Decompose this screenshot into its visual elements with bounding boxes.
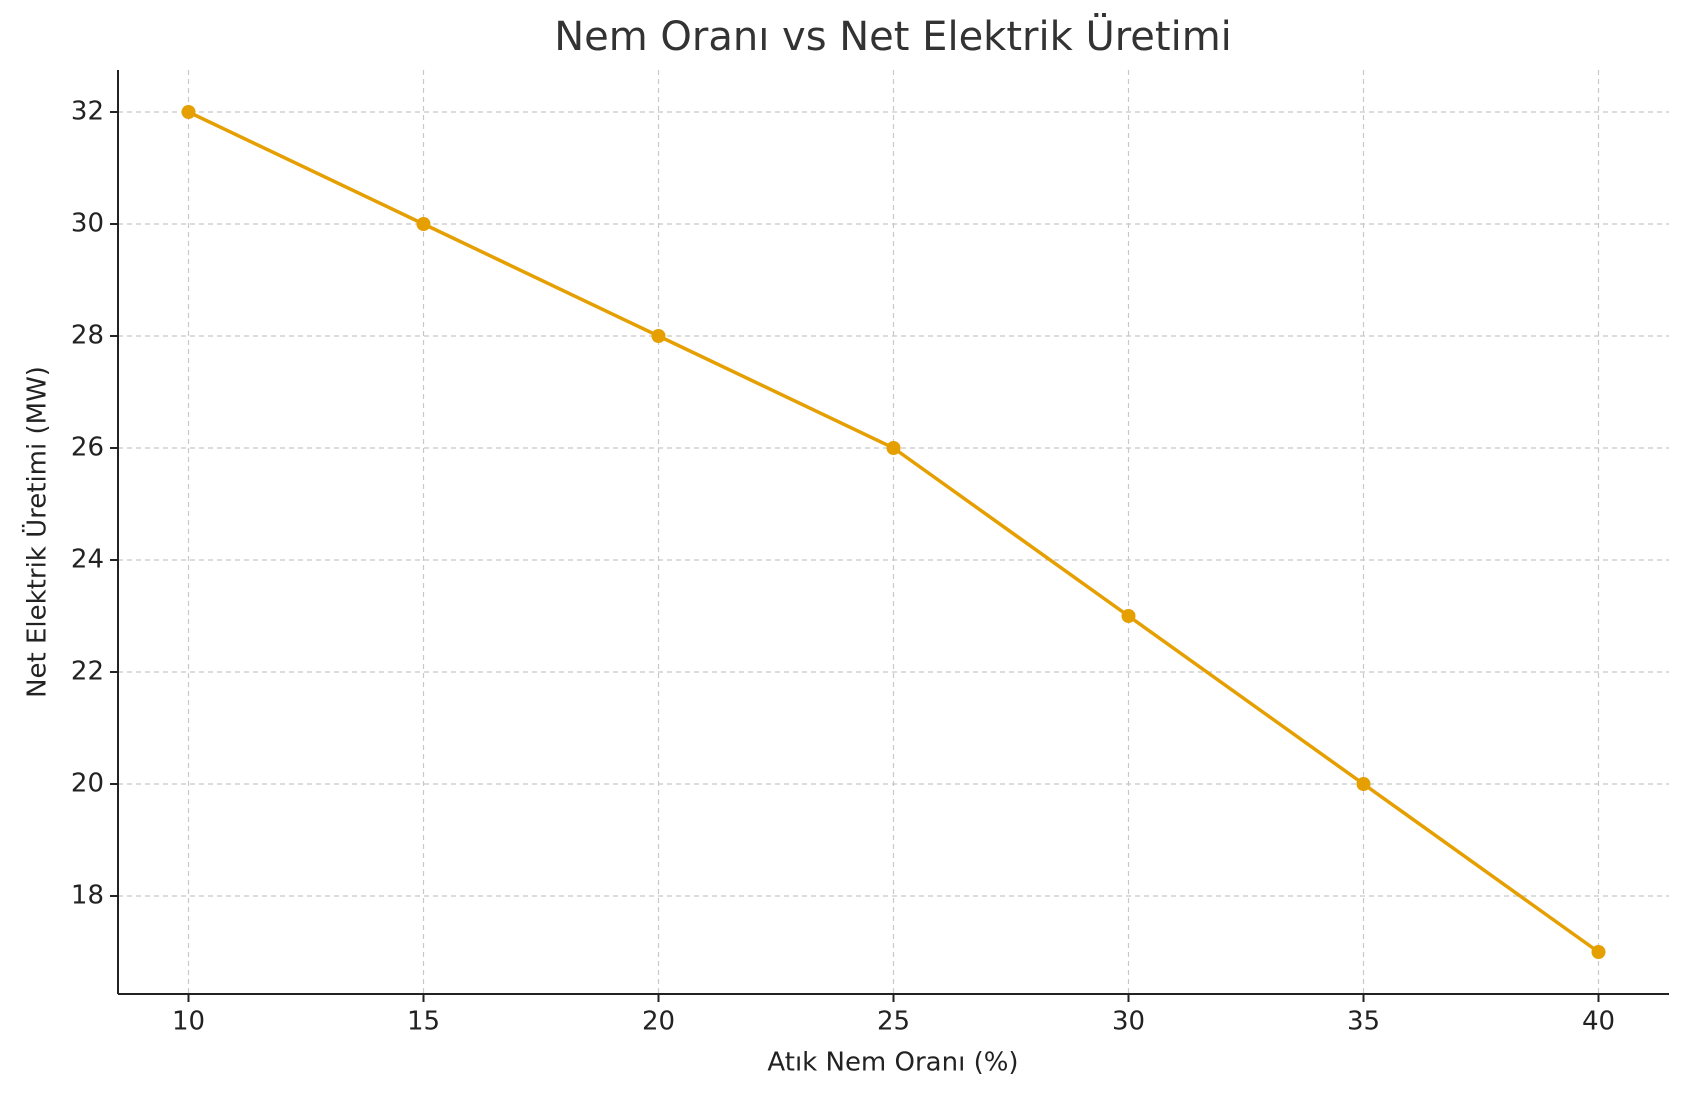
x-tick-label: 35	[1347, 1007, 1380, 1037]
data-point	[1121, 609, 1136, 623]
data-point	[181, 105, 196, 119]
y-tick-label: 22	[71, 657, 104, 687]
x-tick-label: 10	[172, 1007, 205, 1037]
y-tick-label: 26	[71, 433, 104, 463]
y-tick-label: 30	[71, 209, 104, 239]
data-point	[651, 329, 666, 343]
chart-title: Nem Oranı vs Net Elektrik Üretimi	[554, 12, 1232, 60]
x-tick-label: 20	[642, 1007, 675, 1037]
data-point	[416, 217, 431, 231]
y-tick-label: 28	[71, 321, 104, 351]
x-tick-label: 40	[1582, 1007, 1615, 1037]
data-point	[1591, 945, 1606, 959]
x-tick-label: 30	[1112, 1007, 1145, 1037]
y-tick-label: 32	[71, 97, 104, 127]
y-tick-label: 24	[71, 545, 104, 575]
x-axis-label: Atık Nem Oranı (%)	[767, 1048, 1018, 1078]
x-tick-label: 25	[877, 1007, 910, 1037]
y-axis-label: Net Elektrik Üretimi (MW)	[21, 366, 53, 698]
data-point	[1356, 777, 1371, 791]
y-tick-label: 18	[71, 881, 104, 911]
x-tick-label: 15	[407, 1007, 440, 1037]
y-tick-label: 20	[71, 769, 104, 799]
data-point	[886, 441, 901, 455]
